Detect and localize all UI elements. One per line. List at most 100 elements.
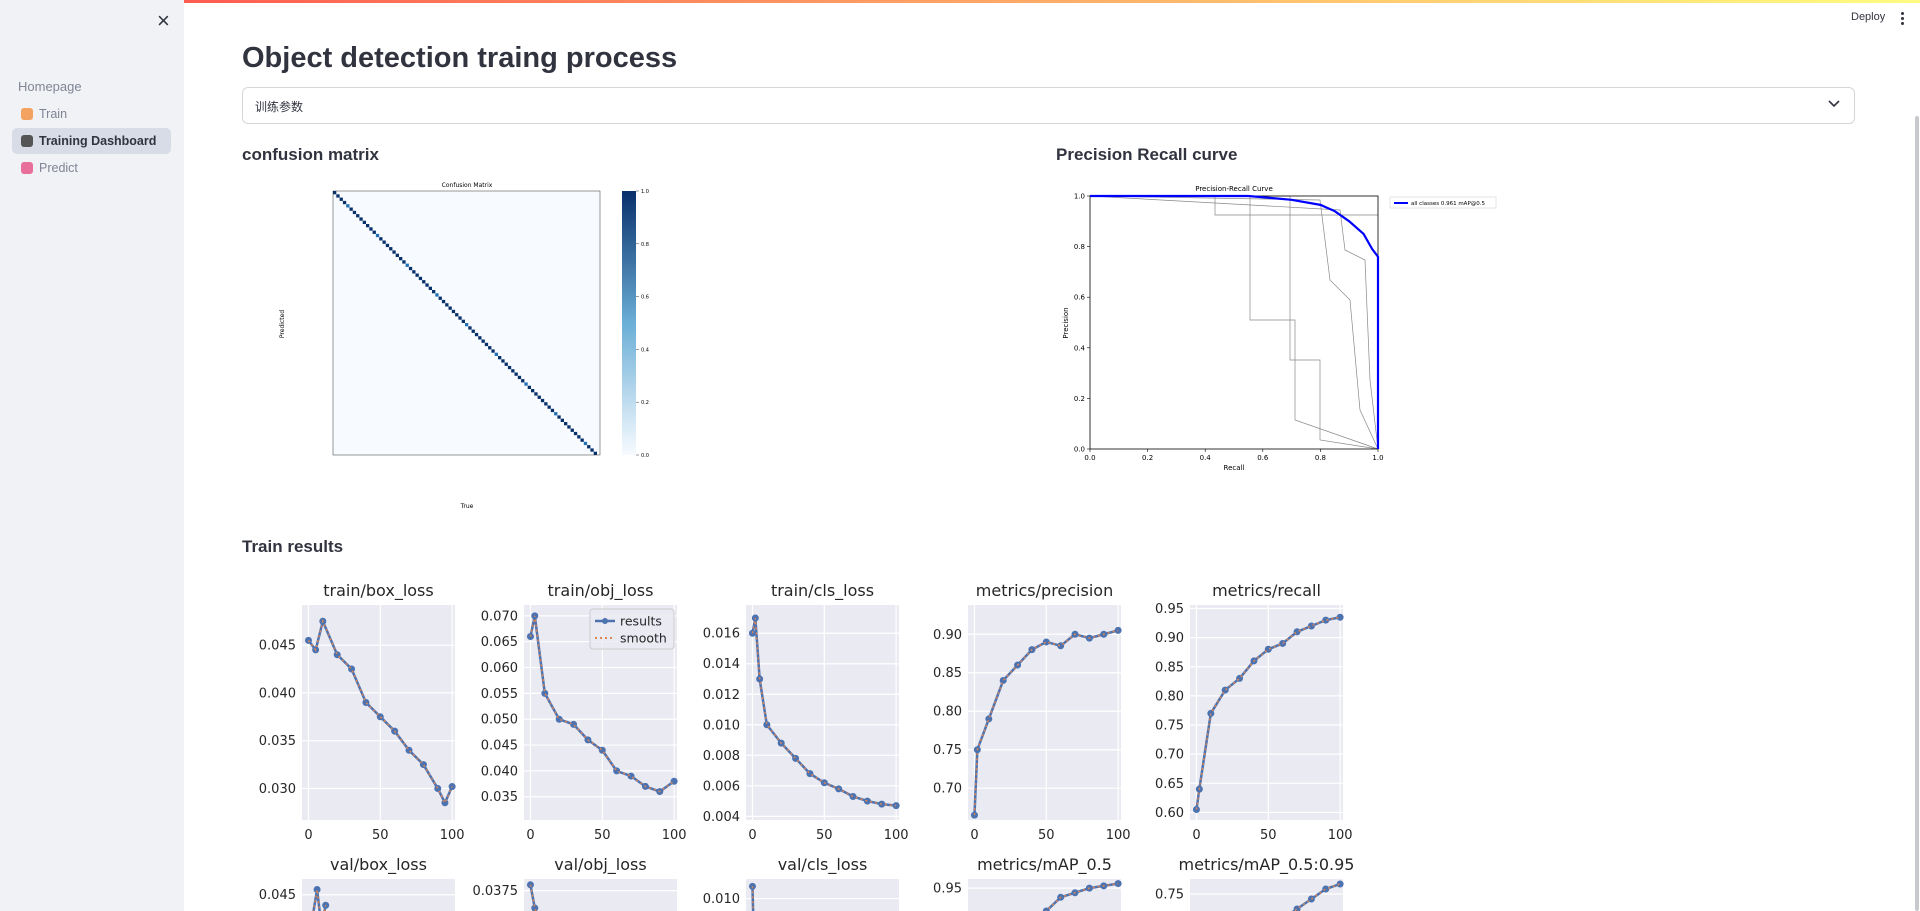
matrix-cell — [494, 352, 498, 356]
x-tick-label: 0 — [526, 828, 534, 843]
matrix-cell — [511, 369, 515, 373]
y-tick-label: 0.055 — [481, 687, 518, 702]
results-point — [1279, 639, 1287, 647]
y-tick-label: 0.070 — [481, 609, 518, 624]
select-box[interactable]: 训练参数 — [242, 87, 1855, 124]
matrix-cell — [524, 382, 528, 386]
pr-title: Precision-Recall Curve — [1195, 185, 1273, 193]
matrix-cell — [352, 210, 357, 215]
results-point — [1336, 613, 1344, 621]
pr-y-tick-label: 1.0 — [1074, 193, 1085, 201]
nav-item[interactable]: Train — [12, 101, 171, 127]
matrix-cell — [537, 395, 541, 399]
page-title: Object detection traing process — [242, 42, 678, 74]
pr-y-tick-label: 0.2 — [1074, 395, 1085, 403]
matrix-cell — [540, 398, 545, 403]
legend-box — [1389, 196, 1497, 209]
nav-item[interactable]: Training Dashboard — [12, 128, 171, 154]
matrix-cell — [336, 194, 340, 198]
matrix-cell — [534, 392, 538, 396]
matrix-cell — [422, 280, 426, 284]
pr-ylabel: Precision — [1062, 307, 1070, 338]
matrix-title: Confusion Matrix — [442, 182, 493, 189]
colorbar-tick-label: 0.8 — [641, 242, 649, 248]
matrix-ylabel: Predicted — [279, 310, 286, 338]
x-tick-label: 100 — [1328, 828, 1353, 843]
y-tick-label: 0.75 — [1155, 888, 1184, 903]
results-point — [434, 784, 442, 792]
results-point — [863, 797, 871, 805]
matrix-cell — [448, 306, 452, 310]
matrix-cell — [445, 303, 449, 307]
deploy-button[interactable]: Deploy — [1851, 11, 1886, 23]
chevron — [1828, 100, 1840, 108]
y-tick-label: 0.035 — [481, 790, 518, 805]
matrix-cell — [356, 214, 360, 218]
matrix-cell — [418, 276, 423, 281]
matrix-cell — [342, 200, 347, 205]
section-heading: confusion matrix — [242, 145, 379, 164]
matrix-cell — [465, 323, 469, 327]
colorbar-tick-label: 1.0 — [641, 189, 649, 195]
x-tick-label: 100 — [662, 828, 687, 843]
results-point — [1207, 709, 1215, 717]
colorbar-tick-label: 0.4 — [641, 347, 649, 353]
y-tick-label: 0.95 — [933, 882, 962, 897]
matrix-cell — [382, 240, 386, 244]
matrix-cell — [590, 448, 594, 452]
x-tick-label: 100 — [1106, 828, 1131, 843]
menu-button[interactable] — [1901, 12, 1904, 27]
matrix-cell — [415, 273, 419, 277]
matrix-cell — [389, 247, 393, 251]
y-tick-label: 0.035 — [259, 734, 296, 749]
colorbar — [622, 191, 636, 455]
results-point — [313, 885, 321, 893]
legend-marker — [602, 618, 608, 624]
matrix-cell — [441, 299, 446, 304]
colorbar-tick-label: 0.6 — [641, 295, 649, 301]
results-point — [441, 799, 449, 807]
legend-label: smooth — [620, 631, 667, 646]
results-point — [849, 793, 857, 801]
matrix-cell — [474, 332, 479, 337]
plot-background — [1190, 605, 1343, 820]
nav-icon — [21, 162, 33, 174]
pr-y-tick-label: 0.8 — [1074, 243, 1085, 251]
close-button[interactable]: × — [157, 8, 170, 33]
scrollbar[interactable] — [1915, 116, 1919, 911]
matrix-cell — [491, 349, 495, 353]
matrix-cell — [432, 290, 436, 294]
matrix-cell — [359, 217, 363, 221]
plot-title: val/box_loss — [330, 855, 427, 875]
y-tick-label: 0.90 — [1155, 631, 1184, 646]
y-tick-label: 0.65 — [1155, 777, 1184, 792]
results-point — [570, 720, 578, 728]
matrix-cell — [573, 431, 578, 436]
matrix-cell — [372, 230, 376, 234]
pr-x-tick-label: 0.6 — [1257, 454, 1269, 462]
matrix-cell — [379, 237, 383, 241]
pr-y-tick-label: 0.4 — [1074, 344, 1086, 352]
section-heading: Train results — [242, 537, 344, 556]
results-point — [613, 767, 621, 775]
y-tick-label: 0.60 — [1155, 806, 1184, 821]
results-point — [999, 676, 1007, 684]
pr-x-tick-label: 0.2 — [1142, 454, 1153, 462]
y-tick-label: 0.90 — [933, 628, 962, 643]
matrix-cell — [583, 441, 588, 446]
y-tick-label: 0.016 — [703, 627, 740, 642]
y-tick-label: 0.040 — [481, 764, 518, 779]
results-point — [792, 754, 800, 762]
nav-icon — [21, 135, 33, 147]
smooth-line — [1045, 882, 1119, 911]
results-point — [1322, 616, 1330, 624]
plot-title: metrics/mAP_0.5:0.95 — [1179, 855, 1355, 875]
matrix-cell — [498, 356, 502, 360]
smooth-line — [529, 884, 537, 911]
results-point — [1307, 622, 1315, 630]
y-tick-label: 0.95 — [1155, 602, 1184, 617]
nav-item[interactable]: Predict — [12, 155, 171, 181]
matrix-cell — [531, 389, 535, 393]
matrix-cell — [375, 233, 380, 238]
select-value: 训练参数 — [255, 100, 304, 114]
